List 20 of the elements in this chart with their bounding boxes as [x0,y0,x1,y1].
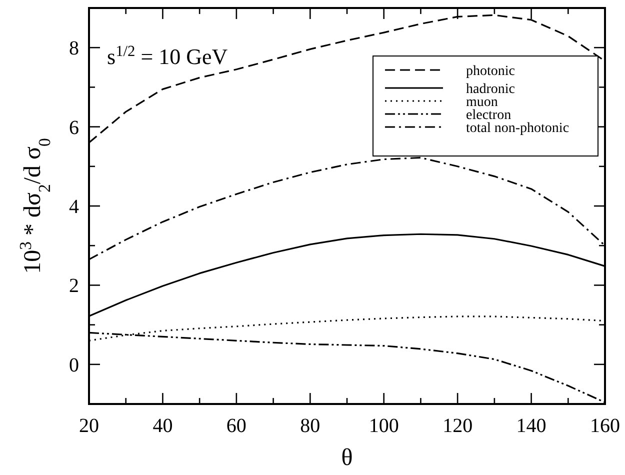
x-tick-label: 160 [590,415,620,437]
x-tick-label: 60 [226,415,246,437]
x-axis-title: θ [341,445,353,471]
x-tick-label: 40 [152,415,173,437]
y-tick-label: 4 [69,196,79,218]
legend-label: electron [466,108,512,123]
y-tick-label: 0 [69,354,79,376]
x-tick-label: 80 [300,415,320,437]
legend-label: muon [466,95,498,110]
legend-label: hadronic [466,82,515,97]
y-tick-label: 6 [69,116,79,139]
legend-label: photonic [466,64,515,79]
x-tick-label: 140 [516,415,546,437]
y-tick-label: 2 [69,275,79,298]
x-tick-label: 20 [79,415,99,437]
y-tick-label: 8 [69,38,79,60]
x-tick-label: 100 [368,415,399,437]
annotation: s$^{1/2}$ = 10 GeV [107,42,228,69]
x-tick-label: 120 [442,415,473,437]
legend-label: total non-photonic [466,121,570,136]
